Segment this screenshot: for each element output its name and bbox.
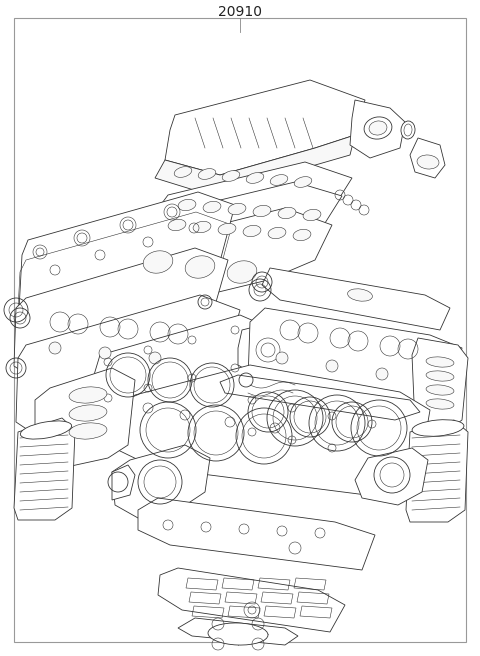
Polygon shape (355, 448, 428, 505)
Ellipse shape (412, 420, 464, 436)
Ellipse shape (270, 174, 288, 186)
Ellipse shape (243, 226, 261, 237)
Ellipse shape (227, 261, 257, 283)
Polygon shape (118, 365, 430, 498)
Ellipse shape (69, 405, 107, 421)
Polygon shape (350, 100, 405, 158)
Polygon shape (238, 390, 415, 462)
Ellipse shape (174, 167, 192, 177)
Ellipse shape (69, 387, 107, 403)
Ellipse shape (369, 121, 387, 135)
Ellipse shape (198, 169, 216, 179)
Polygon shape (410, 138, 445, 178)
Ellipse shape (417, 155, 439, 169)
Ellipse shape (278, 207, 296, 218)
Polygon shape (16, 295, 240, 438)
Ellipse shape (246, 173, 264, 184)
Text: 20910: 20910 (218, 5, 262, 19)
Ellipse shape (268, 228, 286, 239)
Polygon shape (220, 375, 420, 420)
Ellipse shape (401, 121, 415, 139)
Polygon shape (138, 498, 375, 570)
Polygon shape (14, 248, 228, 380)
Polygon shape (138, 182, 342, 258)
Ellipse shape (193, 221, 211, 233)
Ellipse shape (168, 219, 186, 231)
Ellipse shape (348, 289, 372, 301)
Polygon shape (35, 368, 135, 468)
Ellipse shape (426, 371, 454, 381)
Ellipse shape (218, 223, 236, 235)
Polygon shape (78, 315, 270, 442)
Polygon shape (112, 465, 135, 500)
Polygon shape (165, 80, 365, 175)
Circle shape (149, 352, 161, 364)
Polygon shape (248, 308, 462, 428)
Polygon shape (158, 568, 345, 632)
Polygon shape (262, 268, 450, 330)
Circle shape (376, 368, 388, 380)
Polygon shape (412, 338, 468, 432)
Polygon shape (232, 360, 308, 410)
Circle shape (99, 347, 111, 359)
Polygon shape (406, 420, 468, 522)
Polygon shape (18, 192, 235, 340)
Ellipse shape (426, 357, 454, 367)
Ellipse shape (222, 171, 240, 181)
Polygon shape (118, 208, 332, 305)
Ellipse shape (178, 199, 196, 211)
Ellipse shape (364, 117, 392, 139)
Ellipse shape (143, 251, 173, 273)
Ellipse shape (303, 209, 321, 220)
Ellipse shape (20, 421, 72, 439)
Ellipse shape (293, 230, 311, 241)
Ellipse shape (208, 623, 268, 645)
Ellipse shape (69, 423, 107, 439)
Ellipse shape (185, 256, 215, 278)
Circle shape (49, 342, 61, 354)
Polygon shape (148, 162, 352, 238)
Polygon shape (238, 318, 305, 378)
Circle shape (326, 360, 338, 372)
Ellipse shape (294, 176, 312, 188)
Polygon shape (178, 618, 298, 645)
Polygon shape (112, 445, 210, 518)
Circle shape (276, 352, 288, 364)
Ellipse shape (203, 201, 221, 213)
Ellipse shape (228, 203, 246, 215)
Ellipse shape (426, 385, 454, 395)
Polygon shape (155, 135, 355, 195)
Polygon shape (14, 418, 75, 520)
Ellipse shape (426, 399, 454, 409)
Ellipse shape (253, 205, 271, 216)
